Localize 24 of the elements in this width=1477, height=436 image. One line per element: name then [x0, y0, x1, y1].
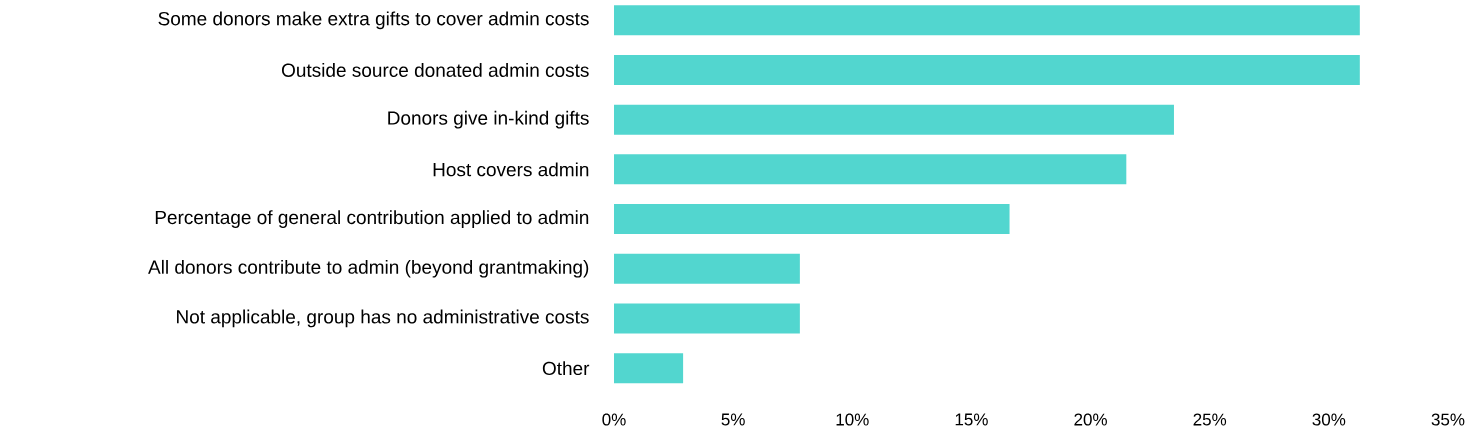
x-tick-label: 15% — [955, 413, 988, 426]
x-tick-label: 5% — [721, 413, 745, 426]
bar — [614, 154, 1127, 185]
y-tick-label: Some donors make extra gifts to cover admin costs — [158, 11, 589, 30]
y-tick-label: Other — [542, 361, 590, 376]
y-tick-label: Host covers admin — [433, 162, 589, 177]
x-tick-label: 25% — [1193, 413, 1227, 426]
x-tick-label: 20% — [1074, 413, 1107, 426]
bar — [614, 54, 1360, 85]
y-tick-label: Donors give in-kind gifts — [388, 110, 589, 129]
x-tick-label: 10% — [836, 413, 869, 426]
y-tick-label: Percentage of general contribution applied to admin — [155, 210, 589, 228]
bar — [614, 353, 684, 384]
x-tick-label: 0% — [602, 413, 626, 426]
x-tick-label: 35% — [1431, 413, 1465, 426]
bar — [614, 5, 1360, 36]
bar — [614, 253, 800, 284]
y-tick-label: Not applicable, group has no administrative costs — [177, 309, 589, 328]
y-tick-label: All donors contribute to admin (beyond grantmaking) — [148, 259, 589, 278]
y-tick-label: Outside source donated admin costs — [281, 63, 589, 77]
bar — [614, 204, 1010, 235]
bar — [614, 104, 1174, 135]
x-tick-label: 30% — [1312, 413, 1346, 426]
bar — [614, 303, 800, 334]
